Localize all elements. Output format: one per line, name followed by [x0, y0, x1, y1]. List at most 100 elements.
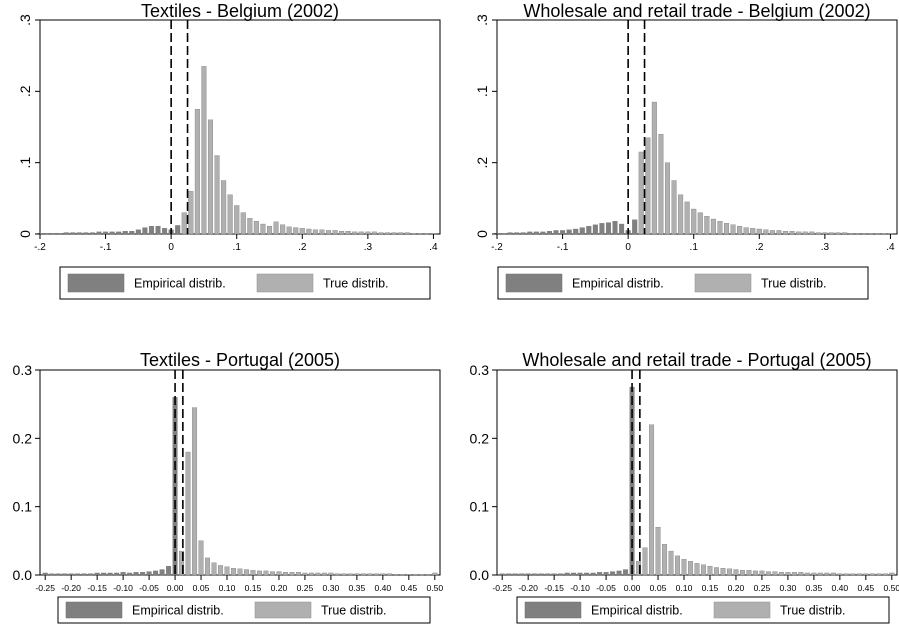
empirical-bar [114, 572, 120, 576]
true-bar [339, 230, 345, 235]
x-tick-label: 0.20 [728, 583, 745, 593]
empirical-bar [116, 231, 122, 235]
y-tick-label: 0.2 [470, 430, 490, 446]
true-bar [192, 407, 198, 576]
empirical-bar [62, 573, 68, 576]
empirical-bar [76, 232, 82, 235]
y-tick-label: 0 [474, 230, 490, 238]
true-bar [707, 565, 713, 576]
empirical-bar [81, 573, 87, 576]
x-tick-label: -0.15 [544, 583, 564, 593]
empirical-bar [592, 224, 598, 235]
true-bar [778, 572, 784, 576]
true-bar [299, 228, 305, 235]
true-bar [651, 101, 657, 235]
true-bar [347, 573, 353, 576]
true-bar [759, 570, 765, 576]
x-tick-label: 0.50 [426, 583, 443, 593]
true-bar [804, 572, 810, 576]
true-bar [185, 451, 191, 576]
true-bar [785, 572, 791, 576]
legend-swatch-true [713, 601, 771, 619]
chart-panel-3: Textiles - Portugal (2005) -0.25 -0.20 -0.1… [13, 350, 443, 624]
empirical-bar [96, 231, 102, 235]
true-bar [724, 223, 730, 235]
true-bar [809, 231, 815, 235]
true-bar [398, 232, 404, 235]
true-bar [710, 218, 716, 235]
true-bar [739, 570, 745, 576]
empirical-bar [44, 233, 50, 235]
true-bar [358, 231, 364, 235]
true-bar [312, 229, 318, 235]
true-bar [430, 233, 436, 235]
true-bar [231, 568, 236, 576]
empirical-bar [499, 573, 505, 576]
true-bar [224, 566, 230, 576]
x-tick-label: 0.15 [245, 583, 262, 593]
true-bar [345, 230, 351, 235]
true-bar [419, 574, 425, 576]
true-bar [848, 233, 854, 235]
true-bar [828, 232, 834, 235]
empirical-bar [519, 573, 525, 576]
true-bar [737, 225, 743, 235]
true-bar [798, 572, 804, 576]
y-tick-label: 0.1 [470, 499, 490, 515]
true-bar [295, 572, 301, 576]
true-bar [286, 226, 292, 235]
true-bar [717, 221, 723, 235]
true-bar [694, 563, 700, 576]
true-bar [876, 573, 882, 576]
true-bar [266, 225, 273, 235]
true-bar [645, 137, 651, 235]
x-tick-label: 0.00 [624, 583, 641, 593]
true-bar [750, 228, 756, 235]
true-bar [289, 572, 295, 576]
y-tick-label: 0.2 [13, 430, 33, 446]
legend: Empirical distrib. True distrib. [57, 596, 431, 624]
true-bar [869, 573, 875, 576]
empirical-bar [153, 570, 159, 576]
x-tick-label: 0.45 [857, 583, 874, 593]
legend: Empirical distrib. True distrib. [516, 596, 890, 624]
empirical-bar [135, 229, 141, 235]
true-bar [856, 573, 862, 576]
empirical-bar [122, 230, 128, 235]
true-bar [720, 568, 726, 576]
empirical-bar [155, 225, 161, 235]
chart-panel-1: Textiles - Belgium (2002) -.2 -.1 0 .1 .2 .3 .4… [17, 1, 441, 300]
true-bar [276, 571, 282, 576]
empirical-bar [129, 230, 135, 235]
x-tick-label: 0.20 [271, 583, 288, 593]
true-bar [378, 232, 384, 235]
true-bar [678, 194, 684, 235]
x-tick-label: 0.25 [754, 583, 771, 593]
empirical-bar [586, 225, 592, 235]
true-bar [315, 572, 321, 576]
empirical-bar [166, 565, 172, 576]
empirical-bar [632, 219, 638, 235]
empirical-bar [551, 573, 557, 576]
y-tick-label: 0.3 [13, 362, 33, 378]
true-bar [218, 565, 224, 576]
true-bar [763, 229, 769, 235]
empirical-bar [527, 231, 533, 235]
true-bar [636, 561, 642, 576]
x-tick-label: .2 [298, 242, 307, 253]
x-tick-label: -0.25 [35, 583, 55, 593]
true-bar [681, 559, 687, 576]
x-tick-label: 0.25 [297, 583, 314, 593]
true-bar [688, 561, 693, 576]
legend-swatch-empirical [524, 601, 582, 619]
true-bar [424, 233, 430, 235]
true-bar [664, 162, 671, 235]
empirical-bar [538, 573, 544, 576]
true-bar [791, 572, 797, 576]
empirical-bar [83, 232, 89, 235]
true-bar [282, 572, 288, 576]
plot-frame [39, 369, 441, 576]
empirical-bar [616, 570, 622, 576]
true-bar [658, 133, 664, 235]
true-bar [776, 230, 782, 235]
